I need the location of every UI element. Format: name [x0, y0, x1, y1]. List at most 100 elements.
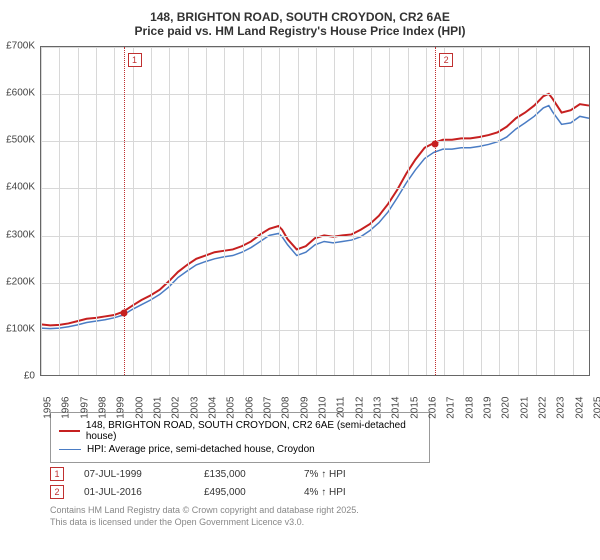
y-axis-label: £300K [6, 229, 35, 240]
x-axis-label: 2012 [354, 397, 365, 419]
y-axis-label: £100K [6, 323, 35, 334]
x-axis-label: 1995 [43, 397, 54, 419]
x-gridline [408, 47, 409, 375]
x-axis-label: 2004 [208, 397, 219, 419]
x-gridline [243, 47, 244, 375]
x-axis-label: 2008 [281, 397, 292, 419]
marker-box: 2 [439, 53, 453, 67]
x-gridline [536, 47, 537, 375]
data-row-date: 07-JUL-1999 [84, 469, 184, 480]
legend-item: HPI: Average price, semi-detached house,… [59, 444, 421, 455]
x-gridline [389, 47, 390, 375]
x-gridline [188, 47, 189, 375]
x-axis-label: 1996 [61, 397, 72, 419]
x-axis-label: 2020 [501, 397, 512, 419]
y-axis-label: £0 [24, 371, 35, 382]
y-axis-label: £400K [6, 182, 35, 193]
plot-area: 12 [40, 46, 590, 376]
x-gridline [371, 47, 372, 375]
data-row-price: £135,000 [204, 469, 284, 480]
x-gridline [279, 47, 280, 375]
x-axis-label: 2016 [428, 397, 439, 419]
x-axis-label: 2005 [226, 397, 237, 419]
x-gridline [298, 47, 299, 375]
marker-box: 1 [128, 53, 142, 67]
title-line-2: Price paid vs. HM Land Registry's House … [10, 24, 590, 38]
data-row-marker: 1 [50, 467, 64, 481]
x-gridline [334, 47, 335, 375]
x-axis-label: 2007 [263, 397, 274, 419]
x-axis-label: 2017 [446, 397, 457, 419]
x-axis-label: 2006 [244, 397, 255, 419]
legend-swatch [59, 430, 80, 432]
marker-line [124, 47, 125, 375]
x-gridline [169, 47, 170, 375]
x-axis-label: 2001 [153, 397, 164, 419]
chart-title: 148, BRIGHTON ROAD, SOUTH CROYDON, CR2 6… [10, 10, 590, 38]
x-axis-label: 2024 [574, 397, 585, 419]
x-gridline [499, 47, 500, 375]
x-axis-label: 1999 [116, 397, 127, 419]
footer-attribution: Contains HM Land Registry data © Crown c… [50, 505, 590, 528]
data-row: 1 07-JUL-1999 £135,000 7% ↑ HPI [50, 467, 590, 481]
x-axis-label: 2015 [409, 397, 420, 419]
x-gridline [316, 47, 317, 375]
legend-label: 148, BRIGHTON ROAD, SOUTH CROYDON, CR2 6… [86, 420, 421, 442]
y-axis-label: £200K [6, 276, 35, 287]
x-axis-label: 2018 [464, 397, 475, 419]
x-axis-label: 2002 [171, 397, 182, 419]
x-gridline [554, 47, 555, 375]
x-gridline [114, 47, 115, 375]
x-gridline [151, 47, 152, 375]
x-gridline [78, 47, 79, 375]
data-row-delta: 7% ↑ HPI [304, 469, 384, 480]
x-axis-label: 2013 [373, 397, 384, 419]
x-axis-label: 1997 [79, 397, 90, 419]
x-gridline [96, 47, 97, 375]
data-row-marker: 2 [50, 485, 64, 499]
x-gridline [59, 47, 60, 375]
footer-line-1: Contains HM Land Registry data © Crown c… [50, 505, 590, 517]
legend: 148, BRIGHTON ROAD, SOUTH CROYDON, CR2 6… [50, 412, 430, 463]
legend-item: 148, BRIGHTON ROAD, SOUTH CROYDON, CR2 6… [59, 420, 421, 442]
x-gridline [573, 47, 574, 375]
x-gridline [41, 47, 42, 375]
data-row-date: 01-JUL-2016 [84, 487, 184, 498]
x-axis-label: 2019 [483, 397, 494, 419]
x-gridline [518, 47, 519, 375]
legend-swatch [59, 449, 81, 451]
x-gridline [444, 47, 445, 375]
data-row-price: £495,000 [204, 487, 284, 498]
x-axis-label: 2025 [593, 397, 600, 419]
chart-container: 148, BRIGHTON ROAD, SOUTH CROYDON, CR2 6… [0, 0, 600, 560]
x-axis-label: 2014 [391, 397, 402, 419]
marker-line [435, 47, 436, 375]
y-axis-label: £700K [6, 41, 35, 52]
legend-label: HPI: Average price, semi-detached house,… [87, 444, 315, 455]
chart-area: 12 £0£100K£200K£300K£400K£500K£600K£700K… [10, 46, 590, 406]
x-gridline [133, 47, 134, 375]
x-gridline [261, 47, 262, 375]
y-axis-label: £600K [6, 88, 35, 99]
title-line-1: 148, BRIGHTON ROAD, SOUTH CROYDON, CR2 6… [10, 10, 590, 24]
x-axis-label: 2021 [519, 397, 530, 419]
marker-point [432, 140, 439, 147]
x-axis-label: 2009 [299, 397, 310, 419]
x-gridline [224, 47, 225, 375]
data-row: 2 01-JUL-2016 £495,000 4% ↑ HPI [50, 485, 590, 499]
x-axis-label: 2003 [189, 397, 200, 419]
x-gridline [426, 47, 427, 375]
marker-point [120, 310, 127, 317]
footer-line-2: This data is licensed under the Open Gov… [50, 517, 590, 529]
x-axis-label: 1998 [98, 397, 109, 419]
x-gridline [206, 47, 207, 375]
x-axis-label: 2023 [556, 397, 567, 419]
x-axis-label: 2022 [538, 397, 549, 419]
x-axis-label: 2010 [318, 397, 329, 419]
y-axis-label: £500K [6, 135, 35, 146]
x-axis-label: 2000 [134, 397, 145, 419]
x-gridline [353, 47, 354, 375]
data-row-delta: 4% ↑ HPI [304, 487, 384, 498]
marker-data-table: 1 07-JUL-1999 £135,000 7% ↑ HPI 2 01-JUL-2016… [50, 467, 590, 499]
x-gridline [463, 47, 464, 375]
